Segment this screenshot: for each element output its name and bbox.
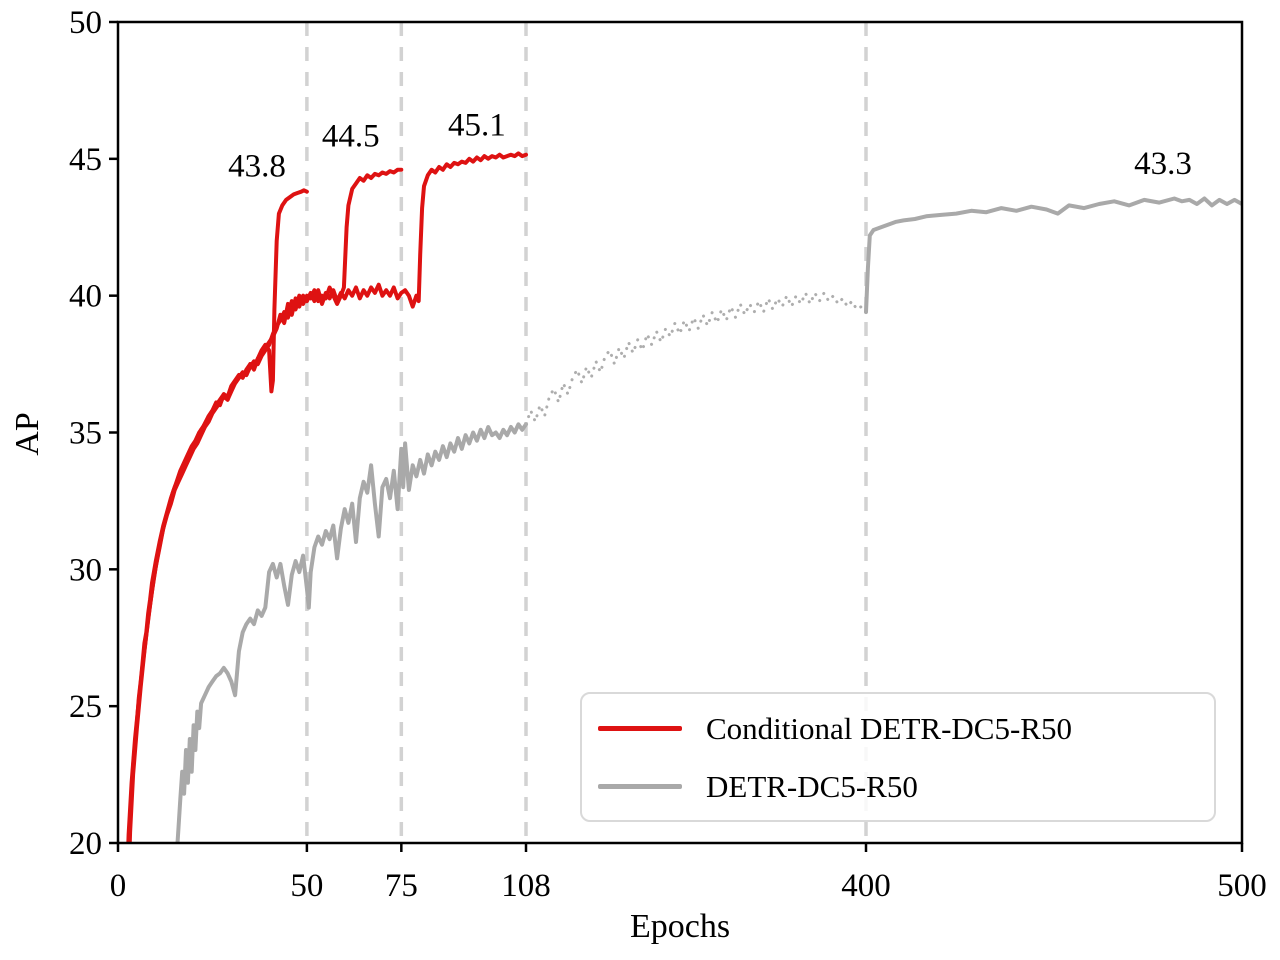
x-tick-label: 400 <box>841 868 891 904</box>
legend: Conditional DETR-DC5-R50 DETR-DC5-R50 <box>580 692 1216 822</box>
series-path-detr-dotted-108-400 <box>524 291 868 426</box>
series-path-conditional-detr-run-50ep <box>126 188 309 843</box>
legend-line-sample-red <box>598 725 682 731</box>
legend-item-conditional-detr: Conditional DETR-DC5-R50 <box>598 706 1214 750</box>
legend-item-detr: DETR-DC5-R50 <box>598 764 1214 808</box>
x-tick-label: 50 <box>290 868 323 904</box>
series-lines <box>126 151 1242 843</box>
y-tick-label: 25 <box>69 689 102 725</box>
series-path-conditional-detr-run-75ep <box>127 167 404 843</box>
series-path-detr-solid-0-108 <box>175 422 528 843</box>
axis-ticks: 0 50 75 108 400 500 20 25 30 35 40 45 50 <box>69 5 1267 904</box>
annotations: 43.8 44.5 45.1 43.3 <box>228 108 1192 185</box>
y-axis-title: AP <box>9 412 46 456</box>
x-tick-label: 75 <box>385 868 418 904</box>
y-tick-label: 35 <box>69 416 102 452</box>
x-axis-title: Epochs <box>629 908 731 945</box>
legend-label: DETR-DC5-R50 <box>706 768 918 804</box>
value-annotation: 45.1 <box>448 108 506 144</box>
legend-label: Conditional DETR-DC5-R50 <box>706 710 1072 746</box>
y-tick-label: 50 <box>69 5 102 41</box>
x-tick-label: 108 <box>501 868 551 904</box>
y-tick-label: 30 <box>69 552 102 588</box>
x-tick-label: 0 <box>110 868 127 904</box>
value-annotation: 43.3 <box>1134 146 1192 182</box>
series-path-conditional-detr-run-108ep <box>127 151 528 843</box>
x-tick-label: 500 <box>1217 868 1267 904</box>
y-tick-label: 45 <box>69 142 102 178</box>
value-annotation: 43.8 <box>228 149 286 185</box>
value-annotation: 44.5 <box>322 119 380 155</box>
y-tick-label: 20 <box>69 826 102 862</box>
series-path-detr-solid-400-500 <box>864 196 1242 315</box>
legend-line-sample-gray <box>598 783 682 789</box>
y-tick-label: 40 <box>69 279 102 315</box>
